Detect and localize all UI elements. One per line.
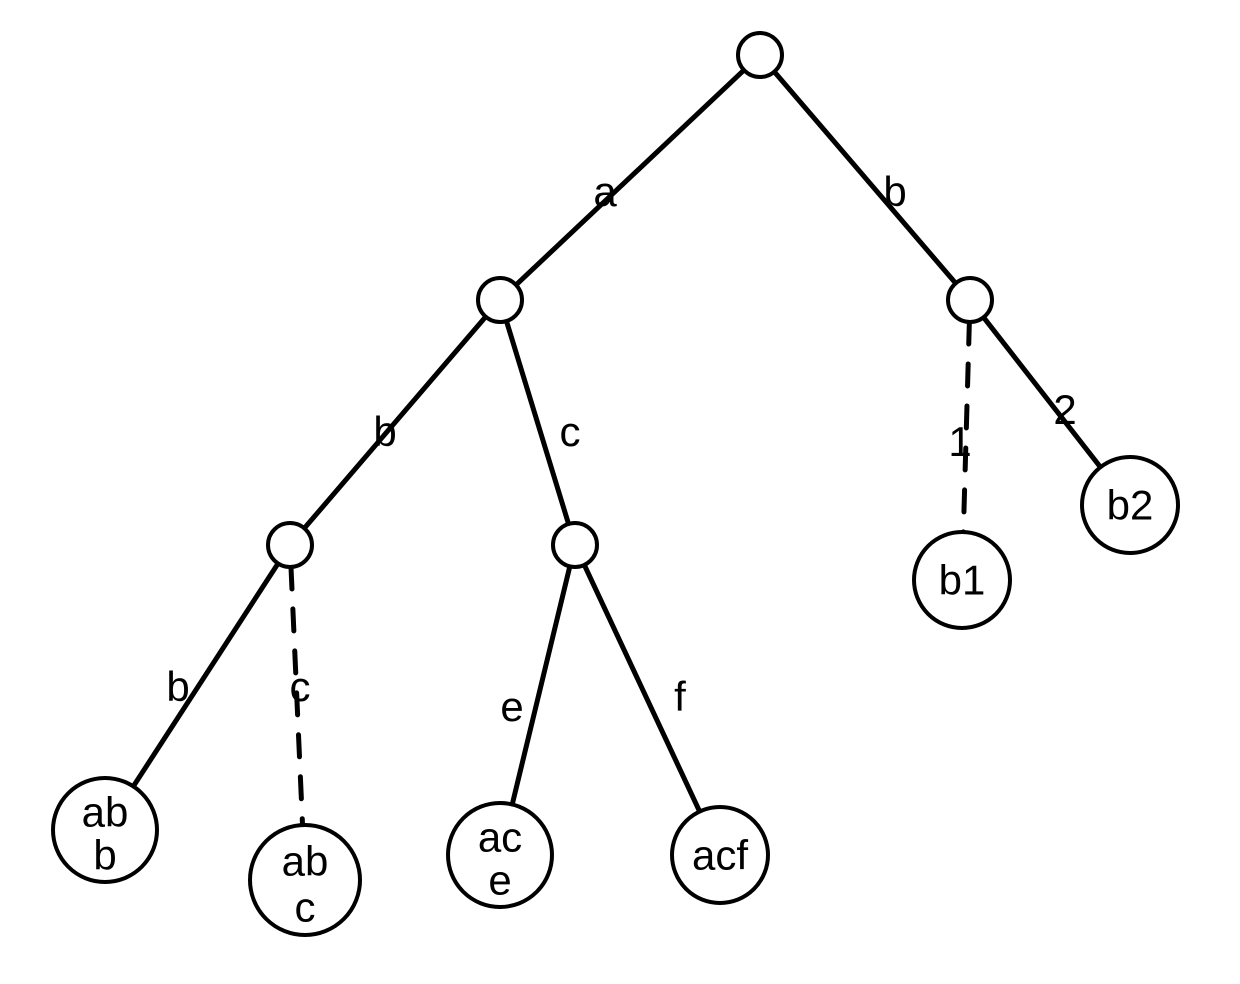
node-root: [738, 33, 782, 77]
edge-ab-abb: [133, 563, 278, 786]
edge-label-e: e: [500, 683, 523, 730]
node-ab: [268, 523, 312, 567]
node-label-abc-l2: c: [295, 883, 316, 930]
node-label-b1: b1: [939, 557, 986, 604]
tree-diagram: abbc12bcef b1b2abbabcaceacf: [0, 0, 1240, 984]
node-b: [948, 278, 992, 322]
edge-label-b: b: [166, 663, 189, 710]
node-label-abb-l1: ab: [82, 789, 129, 836]
node-label-b2: b2: [1107, 482, 1154, 529]
edge-label-1: 1: [948, 418, 971, 465]
edge-label-c: c: [560, 408, 581, 455]
edge-label-f: f: [674, 673, 686, 720]
node-label-abb-l2: b: [93, 832, 116, 879]
node-label-abc-l1: ab: [282, 838, 329, 885]
edge-label-b: b: [373, 408, 396, 455]
edge-b-b2: [984, 317, 1101, 467]
edge-root-b: [774, 72, 955, 284]
node-label-acf: acf: [692, 832, 748, 879]
edge-label-b: b: [883, 168, 906, 215]
node-ac: [553, 523, 597, 567]
node-label-ace-l2: e: [488, 857, 511, 904]
node-label-ace-l1: ac: [478, 814, 522, 861]
edge-label-a: a: [593, 168, 617, 215]
edge-label-c: c: [290, 663, 311, 710]
node-a: [478, 278, 522, 322]
edge-label-2: 2: [1053, 386, 1076, 433]
edge-root-a: [516, 70, 744, 285]
